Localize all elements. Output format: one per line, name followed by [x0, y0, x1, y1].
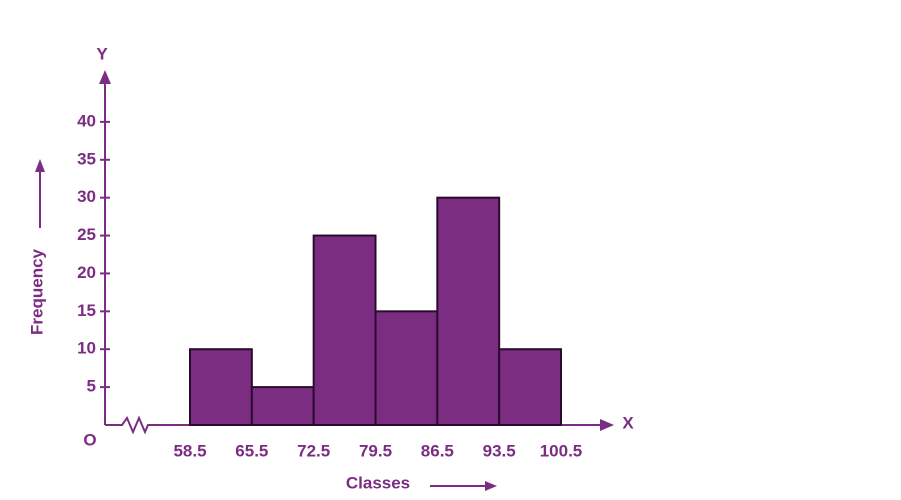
- x-tick-label: 93.5: [483, 441, 516, 460]
- y-tick-label: 40: [77, 111, 96, 130]
- y-axis-label: Frequency: [27, 248, 46, 335]
- x-tick-label: 100.5: [540, 441, 583, 460]
- bar: [189, 348, 253, 427]
- y-tick-label: 20: [77, 263, 96, 282]
- x-axis-arrow: [600, 419, 614, 431]
- x-tick-label: 86.5: [421, 441, 454, 460]
- bar: [250, 386, 315, 427]
- x-tick-label: 65.5: [235, 441, 268, 460]
- bar: [498, 348, 562, 427]
- bar: [374, 310, 439, 427]
- y-tick-label: 10: [77, 339, 96, 358]
- y-tick-label: 35: [77, 149, 96, 168]
- bar: [312, 234, 377, 426]
- origin-label: O: [83, 430, 96, 449]
- x-tick-label: 79.5: [359, 441, 392, 460]
- y-tick-label: 5: [87, 377, 96, 396]
- y-label-arrow-head: [35, 159, 45, 172]
- x-axis-name: X: [622, 413, 634, 432]
- y-axis-name: Y: [96, 44, 108, 63]
- x-axis: [105, 415, 602, 435]
- bar: [436, 196, 501, 426]
- x-label-arrow-head: [485, 481, 497, 491]
- y-axis-arrow: [99, 70, 111, 84]
- x-axis-label: Classes: [346, 473, 410, 492]
- x-tick-label: 58.5: [173, 441, 206, 460]
- y-tick-label: 15: [77, 301, 96, 320]
- x-tick-label: 72.5: [297, 441, 330, 460]
- y-tick-label: 25: [77, 225, 96, 244]
- y-tick-label: 30: [77, 187, 96, 206]
